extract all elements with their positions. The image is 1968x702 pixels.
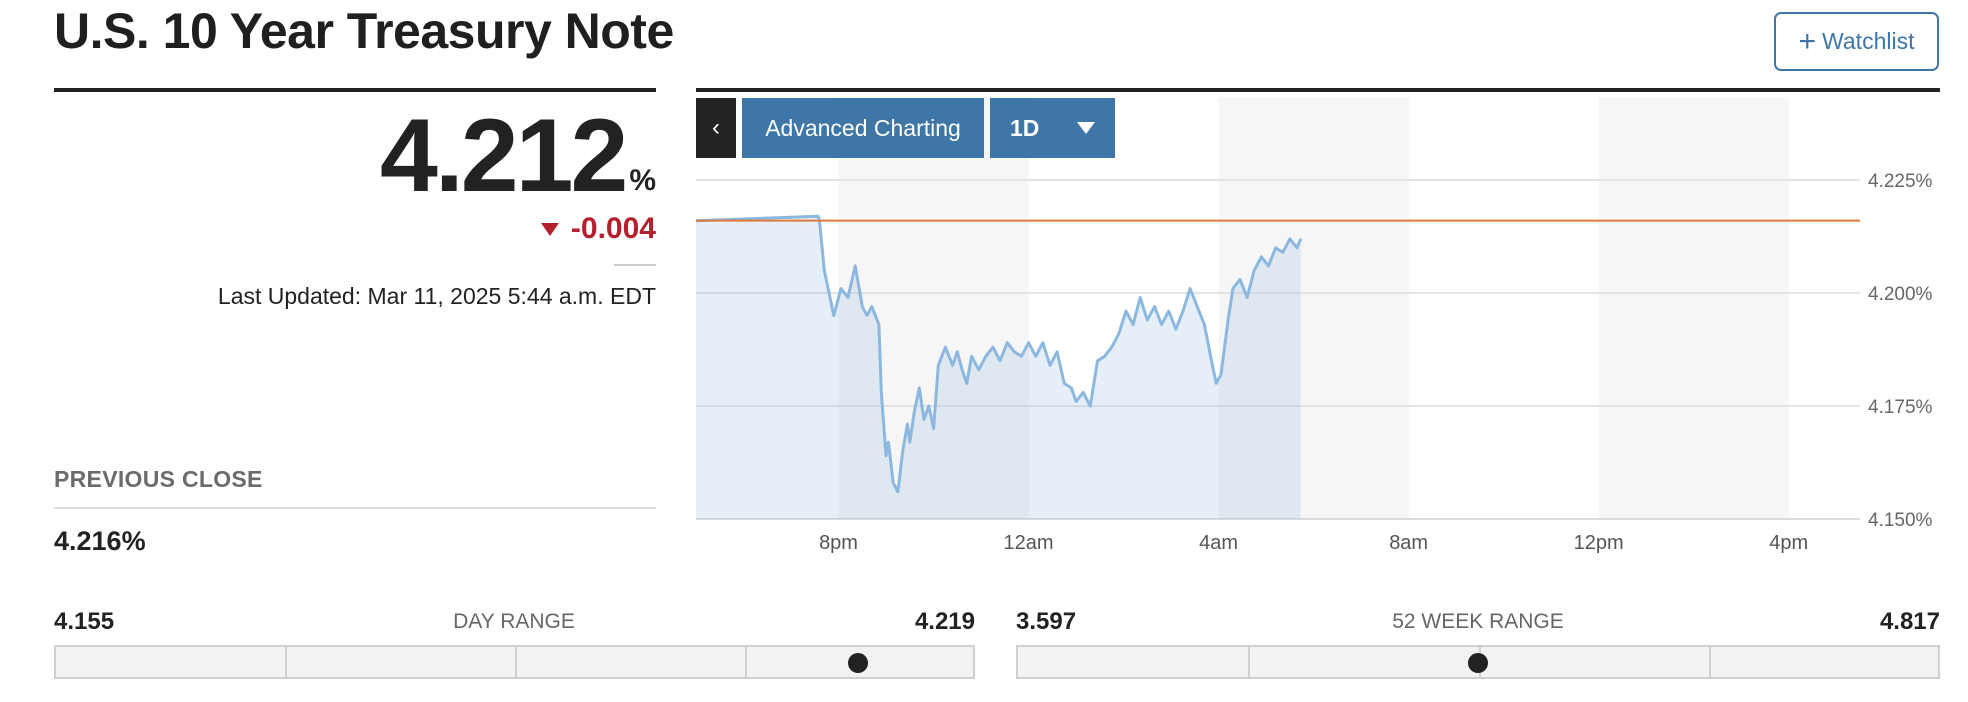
y-tick-label: 4.175%	[1868, 397, 1933, 418]
price-chart[interactable]: 4.225% 4.200% 4.175% 4.150% 8pm 12am 4am 8am 12p…	[0, 0, 1968, 560]
watchlist-label: Watchlist	[1822, 28, 1915, 54]
range-divider	[745, 647, 747, 677]
change-value: -0.004	[570, 212, 656, 245]
x-tick-label: 12pm	[1574, 532, 1624, 554]
add-to-watchlist-button[interactable]: + Watchlist	[1774, 12, 1939, 71]
x-tick-label: 8pm	[819, 532, 858, 554]
y-tick-label: 4.200%	[1868, 284, 1933, 305]
week52-range-label: 52 WEEK RANGE	[1392, 610, 1564, 633]
week52-range-low: 3.597	[1016, 608, 1077, 635]
y-tick-label: 4.150%	[1868, 510, 1933, 531]
range-divider	[515, 647, 517, 677]
x-tick-label: 12am	[1004, 532, 1054, 554]
change-divider	[614, 264, 656, 266]
chart-series-line	[695, 214, 1303, 494]
page-title: U.S. 10 Year Treasury Note	[54, 3, 674, 59]
chart-time-band	[1598, 97, 1789, 519]
week52-range-high: 4.817	[1879, 608, 1940, 635]
chevron-left-icon: ‹	[712, 114, 720, 141]
x-tick-label: 4am	[1199, 532, 1238, 554]
period-select[interactable]: 1D	[990, 98, 1115, 158]
chart-divider	[696, 88, 1940, 92]
chart-time-band	[1218, 97, 1409, 519]
quote-divider	[54, 88, 656, 92]
last-updated: Last Updated: Mar 11, 2025 5:44 a.m. EDT	[217, 283, 656, 309]
week52-range-marker	[1468, 653, 1488, 673]
range-divider	[1248, 647, 1250, 677]
day-range-low: 4.155	[54, 608, 115, 635]
price-change: -0.004	[540, 212, 656, 246]
range-divider	[285, 647, 287, 677]
advanced-charting-button[interactable]: Advanced Charting	[742, 98, 984, 158]
previous-close-divider	[54, 507, 656, 509]
price-display: 4.212 %	[380, 104, 656, 208]
x-tick-label: 4pm	[1769, 532, 1808, 554]
range-divider	[1709, 647, 1711, 677]
previous-close-value: 4.216%	[54, 526, 146, 556]
plus-icon: +	[1798, 24, 1817, 58]
day-range-bar	[54, 645, 975, 679]
chart-area-fill	[696, 216, 1301, 519]
down-arrow-icon	[540, 222, 559, 236]
last-price: 4.212	[380, 98, 628, 214]
day-range-high: 4.219	[914, 608, 975, 635]
previous-close-label: PREVIOUS CLOSE	[54, 466, 263, 492]
price-unit: %	[629, 164, 656, 197]
x-tick-label: 8am	[1389, 532, 1428, 554]
collapse-chart-button[interactable]: ‹	[696, 98, 736, 158]
day-range-label: DAY RANGE	[453, 610, 575, 633]
period-label: 1D	[1010, 114, 1040, 141]
week52-range-bar	[1016, 645, 1940, 679]
y-tick-label: 4.225%	[1868, 171, 1933, 192]
day-range-marker	[848, 653, 869, 673]
caret-down-icon	[1077, 122, 1095, 134]
